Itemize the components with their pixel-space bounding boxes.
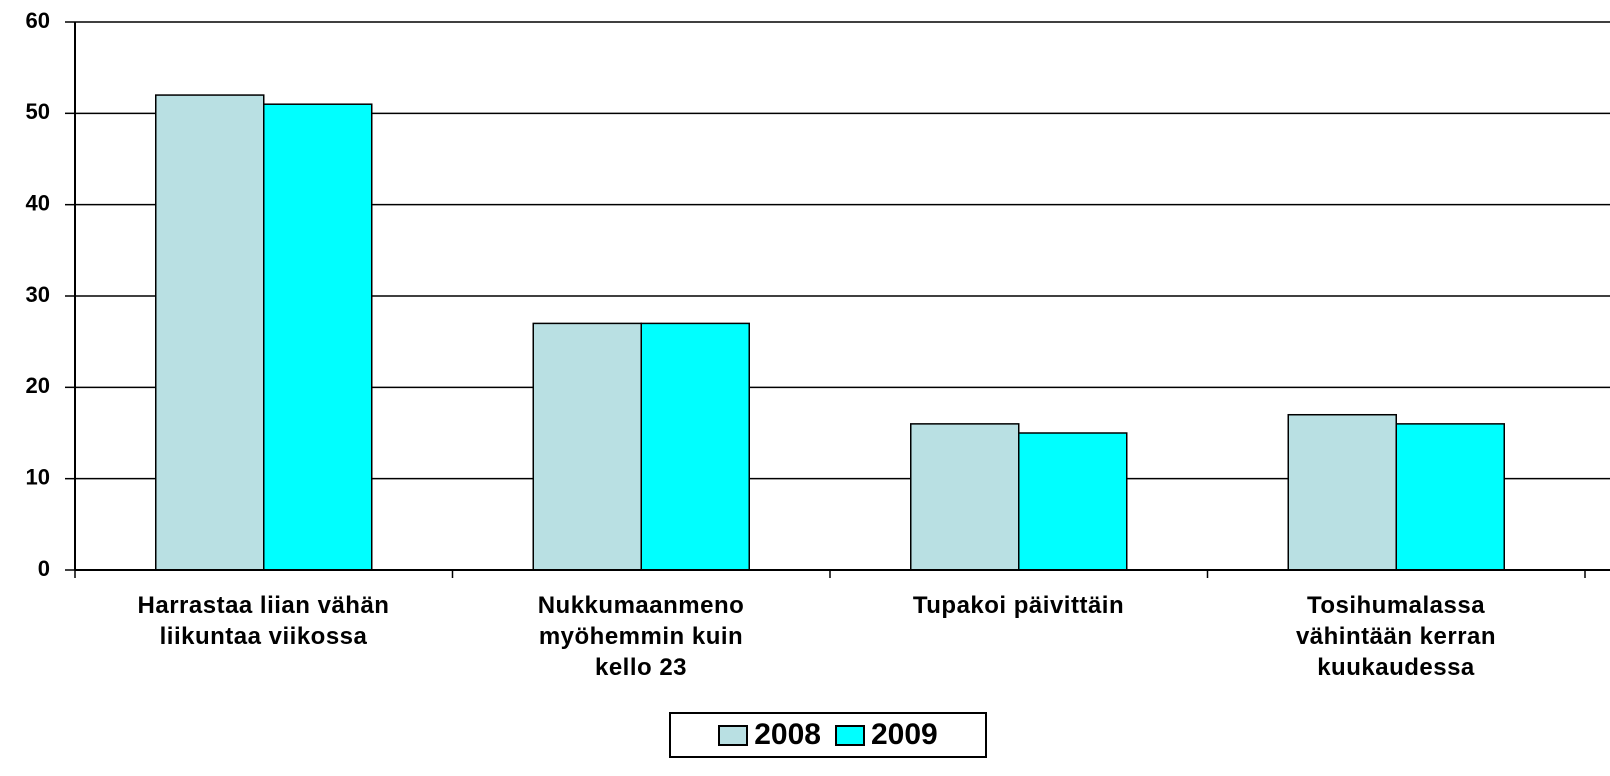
x-tick-label: Tupakoi päivittäin <box>912 592 1125 619</box>
legend-swatch <box>718 724 749 746</box>
bar <box>1395 423 1505 571</box>
bar <box>155 94 265 571</box>
legend-swatch <box>835 724 865 746</box>
y-tick-label: 0 <box>38 556 50 581</box>
y-tick-label: 10 <box>26 464 50 489</box>
y-tick-label: 30 <box>26 282 50 307</box>
legend-item: 2009 <box>835 718 938 752</box>
bar <box>1018 432 1128 571</box>
x-tick-label: Nukkumaanmeno myöhemmin kuin kello 23 <box>537 592 745 681</box>
bar <box>1287 413 1397 571</box>
x-tick-label: Tosihumalassa vähintään kerran kuukaudes… <box>1295 592 1497 681</box>
x-tick-label: Harrastaa liian vähän liikuntaa viikossa <box>137 592 390 650</box>
bar <box>263 103 373 571</box>
y-tick-label: 40 <box>26 190 50 215</box>
bar <box>532 322 642 571</box>
bar <box>910 423 1020 571</box>
legend-item: 2008 <box>718 718 821 752</box>
y-tick-label: 50 <box>26 99 50 124</box>
y-tick-label: 20 <box>26 373 50 398</box>
y-tick-label: 60 <box>26 8 50 33</box>
legend-label: 2008 <box>754 718 821 751</box>
bar <box>640 322 750 571</box>
legend-label: 2009 <box>871 718 938 751</box>
legend: 2008 2009 <box>669 712 987 758</box>
